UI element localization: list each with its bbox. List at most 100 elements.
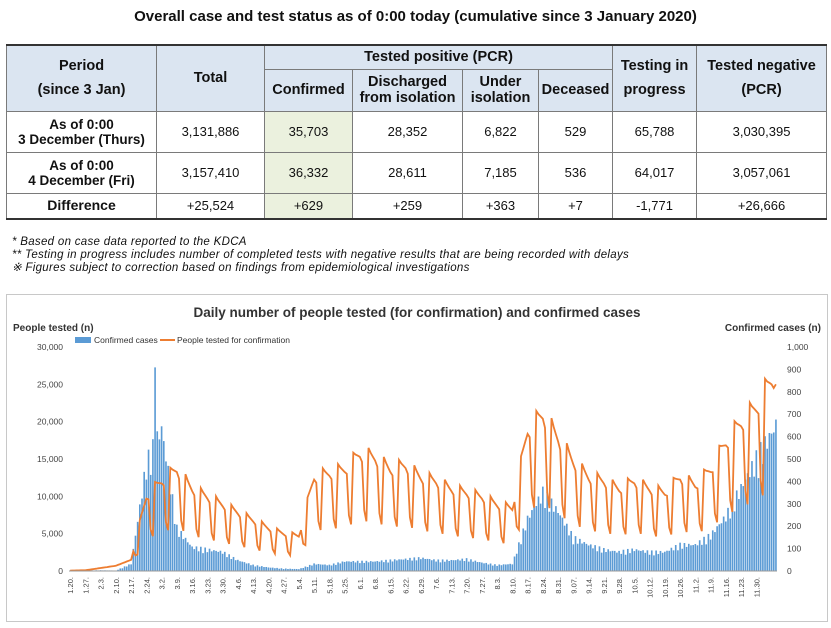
confirmed-bar xyxy=(372,561,374,571)
x-tick-label: 2.10. xyxy=(112,577,121,594)
x-tick-label: 10.19. xyxy=(661,577,670,598)
confirmed-bar xyxy=(768,433,771,571)
confirmed-bar xyxy=(319,564,322,571)
confirmed-bar xyxy=(276,567,278,571)
confirmed-bar xyxy=(644,552,647,571)
confirmed-bar xyxy=(603,547,605,571)
cell-discharged: 28,352 xyxy=(352,110,463,153)
confirmed-bar xyxy=(531,510,533,571)
confirmed-bar xyxy=(221,553,224,571)
confirmed-bar xyxy=(322,564,324,571)
confirmed-bar xyxy=(539,503,542,571)
x-tick-label: 11.16. xyxy=(722,577,731,597)
right-tick-label: 700 xyxy=(787,409,801,419)
tested-line xyxy=(70,376,777,572)
confirmed-bar xyxy=(446,559,448,571)
confirmed-bar xyxy=(243,562,246,571)
confirmed-bar xyxy=(382,562,385,571)
x-tick-label: 8.24. xyxy=(539,577,548,594)
confirmed-bar xyxy=(193,549,196,571)
left-tick-label: 20,000 xyxy=(37,417,63,427)
confirmed-bar xyxy=(611,550,614,571)
confirmed-bar xyxy=(515,553,518,571)
x-tick-label: 5.18. xyxy=(325,577,334,594)
confirmed-bar xyxy=(415,560,418,571)
x-tick-label: 11.9. xyxy=(707,577,716,593)
confirmed-bar xyxy=(234,560,237,571)
confirmed-bar xyxy=(657,554,660,571)
confirmed-bar xyxy=(681,548,684,571)
confirmed-bar xyxy=(522,528,525,571)
confirmed-bar xyxy=(467,561,470,571)
confirmed-bar xyxy=(594,545,596,571)
confirmed-bar xyxy=(380,560,383,571)
confirmed-bar xyxy=(223,551,226,571)
confirmed-bar xyxy=(332,563,335,571)
confirmed-bar xyxy=(435,561,437,571)
right-tick-label: 300 xyxy=(787,499,801,509)
confirmed-bar xyxy=(705,544,708,571)
x-tick-label: 4.6. xyxy=(234,577,243,590)
left-tick-label: 10,000 xyxy=(37,491,63,501)
x-tick-label: 6.1. xyxy=(356,577,365,590)
confirmed-bar xyxy=(563,525,566,571)
header-under-isolation: Under isolation xyxy=(462,68,539,112)
confirmed-bar xyxy=(759,442,762,571)
x-tick-label: 6.29. xyxy=(417,577,426,594)
confirmed-bar xyxy=(154,367,156,571)
confirmed-bar xyxy=(626,548,629,571)
confirmed-bar xyxy=(753,476,755,571)
confirmed-bar xyxy=(359,563,361,571)
confirmed-bar xyxy=(570,530,572,571)
confirmed-bar xyxy=(552,511,555,571)
confirmed-bar xyxy=(245,563,248,571)
confirmed-bar xyxy=(587,545,590,571)
confirmed-bar xyxy=(306,567,309,571)
confirmed-bar xyxy=(548,511,551,571)
confirmed-bar xyxy=(687,543,690,571)
confirmed-bar xyxy=(716,526,718,571)
footnote: ** Testing in progress includes number o… xyxy=(12,249,630,261)
header-deceased: Deceased xyxy=(537,68,614,112)
confirmed-bar xyxy=(191,546,193,571)
confirmed-bar xyxy=(751,461,753,571)
confirmed-bar xyxy=(592,548,594,571)
footnotes: * Based on case data reported to the KDC… xyxy=(12,236,629,275)
confirmed-bar xyxy=(289,568,291,571)
x-tick-label: 3.23. xyxy=(203,577,212,594)
confirmed-bar xyxy=(624,554,627,571)
confirmed-bar xyxy=(574,536,577,571)
confirmed-bar xyxy=(367,562,370,571)
confirmed-bar xyxy=(692,545,694,571)
x-tick-label: 4.13. xyxy=(249,577,258,594)
confirmed-bar xyxy=(498,564,501,571)
confirmed-bar xyxy=(659,550,662,571)
confirmed-bar xyxy=(350,561,352,571)
x-tick-label: 3.30. xyxy=(219,577,228,594)
confirmed-bar xyxy=(677,550,679,571)
table-row: Difference +25,524 +629 +259 +363 +7 -1,… xyxy=(6,192,828,220)
confirmed-bar xyxy=(600,552,603,571)
confirmed-bar xyxy=(672,550,675,571)
confirmed-bar xyxy=(764,436,766,571)
confirmed-bar xyxy=(718,524,721,571)
confirmed-bar xyxy=(282,569,285,571)
confirmed-bar xyxy=(293,568,296,571)
confirmed-bar xyxy=(247,563,250,571)
confirmed-bar xyxy=(178,536,180,571)
page-title: Overall case and test status as of 0:00 … xyxy=(134,8,697,25)
confirmed-bar xyxy=(694,544,697,571)
confirmed-bar xyxy=(269,567,272,571)
confirmed-bar xyxy=(585,543,588,571)
header-tested-negative: Tested negative (PCR) xyxy=(696,44,828,112)
confirmed-bar xyxy=(139,504,141,571)
legend-swatch-confirmed xyxy=(75,337,91,343)
confirmed-bar xyxy=(330,565,333,571)
confirmed-bar xyxy=(729,518,732,571)
confirmed-bar xyxy=(572,544,575,571)
x-tick-label: 2.3. xyxy=(97,577,106,590)
cell-under-isolation: 7,185 xyxy=(462,151,539,194)
confirmed-bar xyxy=(308,564,311,571)
cell-discharged: +259 xyxy=(352,192,463,220)
confirmed-bar xyxy=(465,558,468,571)
